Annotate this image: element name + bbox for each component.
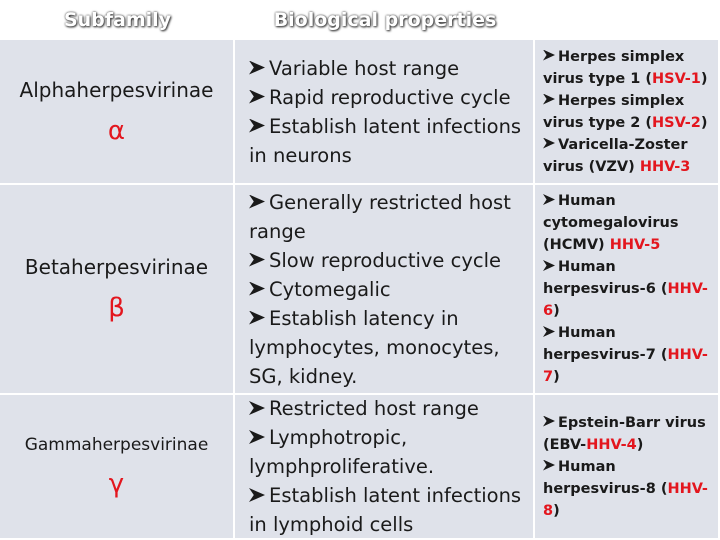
examples-cell: Herpes simplex virus type 1 (HSV-1) Herpe… [535,40,720,185]
bullet-arrow [249,430,265,444]
property-item: Variable host range [249,54,527,83]
property-item: Establish latency in lymphocytes, monocy… [249,304,527,391]
example-text: HSV-2 [651,114,701,131]
example-text: Herpes simplex virus type 1 ( [543,48,685,87]
subfamily-name: Alphaherpesvirinae [19,77,214,102]
header-properties: Biological properties [273,9,497,31]
bullet-arrow [249,118,265,133]
property-item: Establish latent infections in lymphoid … [249,481,527,538]
example-text: Varicella-Zoster virus (VZV) [543,136,688,175]
subfamily-name: Betaherpesvirinae [24,255,209,279]
property-text: Slow reproductive cycle [269,248,502,272]
subfamily-cell: Gammaherpesvirinae γ [0,395,235,540]
properties-cell: Generally restricted host range Slow repr… [235,185,535,395]
example-text: ) [636,436,644,453]
example-item: Varicella-Zoster virus (VZV) HHV-3 [543,134,718,178]
example-item: Human herpesvirus-8 (HHV-8) [543,456,718,522]
bullet-arrow [249,252,265,267]
property-item: Rapid reproductive cycle [249,83,527,112]
bullet-arrow [249,488,265,502]
example-text: ) [553,502,560,519]
property-item: Generally restricted host range [249,188,527,246]
example-text: Epstein-Barr virus (EBV- [543,414,706,453]
properties-cell: Variable host range Rapid reproductive cy… [235,40,535,185]
property-text: Variable host range [269,56,460,80]
bullet-arrow [249,89,265,104]
examples-cell: Human cytomegalovirus (HCMV) HHV-5 Human … [535,185,720,395]
subfamily-cell: Alphaherpesvirinae α [0,40,235,185]
example-item: Human herpesvirus-6 (HHV-6) [543,256,718,322]
property-text: Rapid reproductive cycle [269,85,511,109]
header-subfamily: Subfamily [63,9,172,31]
example-text: Human herpesvirus-8 ( [543,458,668,497]
example-text: HHV-4 [586,436,637,453]
subfamily-cell: Betaherpesvirinae β [0,185,235,395]
bullet-arrow [543,326,555,337]
property-item: Cytomegalic [249,275,527,304]
bullet-arrow [543,93,555,105]
bullet-arrow [249,310,265,325]
bullet-arrow [543,49,555,61]
example-text: HHV-7 [543,347,708,385]
example-item: Epstein-Barr virus (EBV-HHV-4) [543,412,718,456]
table-row: Betaherpesvirinae β Generally restricted h… [0,185,720,395]
example-text: ) [700,114,708,131]
example-text: Herpes simplex virus type 2 ( [543,92,685,131]
property-item: Lymphotropic, lymphproliferative. [249,423,527,481]
bullet-arrow [249,401,265,415]
example-text: Human cytomegalovirus (HCMV) [543,193,679,253]
example-text: ) [700,70,708,87]
example-item: Herpes simplex virus type 1 (HSV-1) [543,46,718,90]
example-text: Human herpesvirus-7 ( [543,325,668,363]
example-text: HHV-5 [609,237,661,253]
table-row: Alphaherpesvirinae α Variable host range Ra… [0,40,720,185]
property-text: Lymphotropic, lymphproliferative. [249,426,435,478]
bullet-arrow [543,137,555,149]
bullet-arrow [543,194,555,205]
property-text: Generally restricted host range [249,190,511,243]
example-item: Human cytomegalovirus (HCMV) HHV-5 [543,190,718,256]
property-item: Establish latent infections in neurons [249,112,527,170]
subfamily-symbol: γ [108,468,125,499]
subfamily-symbol: α [107,115,126,146]
property-text: Establish latency in lymphocytes, monocy… [249,306,500,388]
example-text: HSV-1 [651,70,701,87]
example-text: Human herpesvirus-6 ( [543,259,668,297]
bullet-arrow [249,194,265,209]
bullet-arrow [543,260,555,271]
subfamily-name: Gammaherpesvirinae [24,434,209,455]
bullet-arrow [249,60,265,75]
bullet-arrow [543,415,555,427]
bullet-arrow [543,459,555,471]
example-text: HHV-8 [543,480,708,519]
subfamily-symbol: β [108,293,125,323]
example-text: ) [553,369,560,385]
example-item: Herpes simplex virus type 2 (HSV-2) [543,90,718,134]
property-text: Establish latent infections in neurons [249,114,522,167]
property-text: Restricted host range [269,397,479,420]
property-text: Establish latent infections in lymphoid … [249,484,522,536]
bullet-arrow [249,281,265,296]
property-item: Slow reproductive cycle [249,246,527,275]
example-text: HHV-3 [639,158,691,175]
example-text: ) [553,303,560,319]
property-text: Cytomegalic [269,277,391,301]
property-item: Restricted host range [249,395,527,423]
example-item: Human herpesvirus-7 (HHV-7) [543,322,718,388]
properties-cell: Restricted host range Lymphotropic, lymph… [235,395,535,540]
examples-cell: Epstein-Barr virus (EBV-HHV-4) Human herp… [535,395,720,540]
example-text: HHV-6 [543,281,708,319]
table-row: Gammaherpesvirinae γ Restricted host range… [0,395,720,540]
